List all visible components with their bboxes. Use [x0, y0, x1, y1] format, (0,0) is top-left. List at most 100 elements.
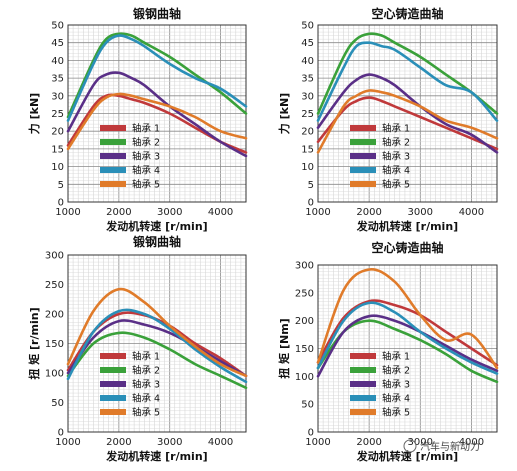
x-tick-label: 1000	[305, 207, 330, 218]
x-axis-label: 发动机转速 [r/min]	[105, 219, 207, 233]
y-tick-label: 40	[301, 56, 314, 67]
y-tick-label: 50	[301, 400, 314, 411]
chart-3: 锻钢曲轴 1000 2000 3000 4000 0 50 100 150 200 250 300 发动…	[27, 234, 248, 463]
y-tick-label: 50	[51, 398, 64, 409]
x-tick-label: 2000	[356, 437, 381, 448]
x-tick-label: 3000	[408, 207, 433, 218]
legend-label: 轴承 3	[382, 379, 410, 391]
x-axis-label: 发动机转速 [r/min]	[356, 219, 458, 233]
series-line-4	[316, 301, 499, 375]
y-tick-label: 30	[51, 91, 64, 102]
legend-label: 轴承 4	[132, 165, 160, 177]
y-tick-label: 20	[301, 127, 314, 138]
y-tick-label: 250	[45, 280, 64, 291]
legend-swatch	[100, 395, 126, 401]
y-axis-label: 力 [kN]	[27, 93, 41, 134]
legend-label: 轴承 4	[132, 393, 160, 405]
x-axis-label: 发动机转速 [r/min]	[356, 449, 458, 463]
y-tick-label: 30	[301, 91, 314, 102]
legend-swatch	[350, 167, 376, 173]
series-line-3	[66, 71, 248, 158]
legend-label: 轴承 5	[132, 179, 160, 191]
y-tick-label: 40	[51, 56, 64, 67]
y-tick-label: 300	[45, 251, 64, 262]
legend-label: 轴承 1	[132, 123, 160, 135]
legend-label: 轴承 1	[382, 351, 410, 363]
legend-label: 轴承 2	[382, 365, 410, 377]
x-tick-label: 2000	[106, 207, 131, 218]
chart-1: 锻钢曲轴 1000 2000 3000 4000 0 5 10 15 20 25 30 35 40 45 50…	[27, 6, 248, 233]
y-tick-label: 35	[301, 74, 314, 85]
y-tick-label: 5	[58, 180, 64, 191]
legend-label: 轴承 5	[382, 179, 410, 191]
plot-frame	[317, 264, 498, 433]
y-tick-label: 0	[308, 428, 314, 439]
legend-swatch	[100, 381, 126, 387]
y-tick-label: 0	[58, 198, 64, 209]
x-tick-label: 4000	[208, 207, 233, 218]
y-tick-label: 100	[45, 369, 64, 380]
legend-label: 轴承 4	[382, 165, 410, 177]
legend-swatch	[350, 181, 376, 187]
series-line-5	[66, 92, 248, 151]
legend-label: 轴承 2	[382, 137, 410, 149]
y-tick-label: 150	[295, 344, 314, 355]
legend-label: 轴承 2	[132, 137, 160, 149]
legend-swatch	[350, 139, 376, 145]
legend-label: 轴承 3	[382, 151, 410, 163]
y-tick-label: 0	[308, 198, 314, 209]
y-tick-label: 5	[308, 180, 314, 191]
x-tick-label: 1000	[305, 437, 330, 448]
y-tick-label: 200	[295, 316, 314, 327]
x-tick-label: 4000	[208, 437, 233, 448]
x-axis-label: 发动机转速 [r/min]	[105, 449, 207, 463]
chart-4: 空心铸造曲轴 1000 2000 3000 4000 0 50 100 150 200 250 300…	[277, 240, 499, 463]
y-tick-label: 150	[45, 339, 64, 350]
legend-label: 轴承 1	[132, 351, 160, 363]
chart-title: 锻钢曲轴	[133, 234, 181, 249]
legend-label: 轴承 2	[132, 365, 160, 377]
series-line-2	[66, 331, 248, 390]
chart-title: 锻钢曲轴	[133, 6, 181, 21]
legend-label: 轴承 5	[132, 407, 160, 419]
series-line-1	[66, 93, 248, 154]
y-tick-label: 100	[295, 372, 314, 383]
legend-swatch	[100, 153, 126, 159]
series-line-5	[66, 287, 248, 378]
x-tick-label: 3000	[157, 437, 182, 448]
legend-swatch	[100, 409, 126, 415]
series-line-5	[316, 268, 499, 370]
legend-label: 轴承 3	[132, 379, 160, 391]
series-line-5	[316, 89, 499, 154]
x-tick-label: 2000	[356, 207, 381, 218]
y-tick-label: 25	[51, 109, 64, 120]
watermark: 汽车与新动力	[403, 439, 480, 453]
series-line-2	[316, 32, 499, 115]
y-tick-label: 35	[51, 74, 64, 85]
chart-title: 空心铸造曲轴	[371, 6, 443, 21]
legend-swatch	[350, 381, 376, 387]
legend-swatch	[350, 367, 376, 373]
chart-2: 空心铸造曲轴 1000 2000 3000 4000 0 5 10 15 20 25 30 35 40 45…	[277, 6, 499, 233]
y-tick-label: 25	[301, 109, 314, 120]
series-line-3	[66, 319, 248, 378]
y-tick-label: 50	[301, 21, 314, 32]
legend-label: 轴承 4	[382, 393, 410, 405]
y-tick-label: 20	[51, 127, 64, 138]
chart-title: 空心铸造曲轴	[371, 240, 443, 255]
y-tick-label: 0	[58, 428, 64, 439]
legend: 轴承 1 轴承 2 轴承 3 轴承 4 轴承 5	[350, 123, 410, 191]
y-tick-label: 15	[301, 144, 314, 155]
legend-swatch	[350, 153, 376, 159]
x-tick-label: 1000	[55, 207, 80, 218]
x-tick-label: 4000	[459, 207, 484, 218]
legend-swatch	[100, 181, 126, 187]
legend-swatch	[100, 353, 126, 359]
y-tick-label: 200	[45, 310, 64, 321]
series-line-3	[316, 73, 499, 154]
y-tick-label: 10	[51, 162, 64, 173]
x-tick-label: 3000	[408, 437, 433, 448]
wechat-icon	[403, 439, 417, 453]
